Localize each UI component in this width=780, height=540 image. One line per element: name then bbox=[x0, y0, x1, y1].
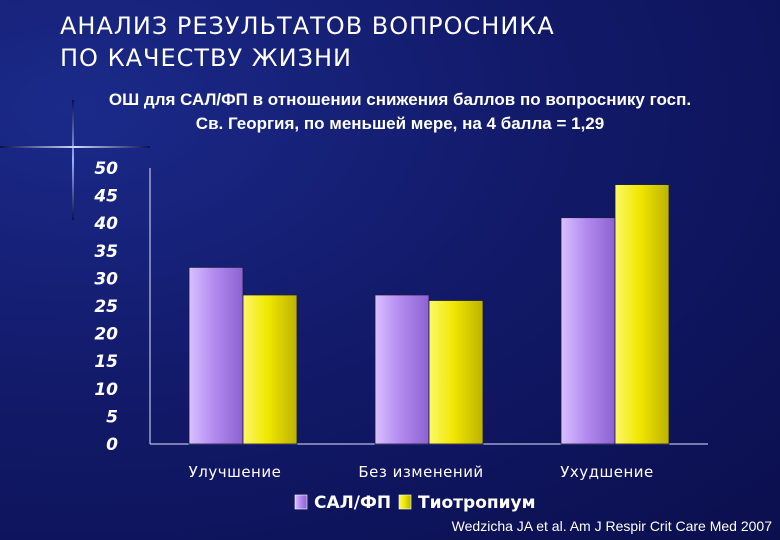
bar-series1-cat1 bbox=[188, 266, 244, 445]
legend-label-series1: САЛ/ФП bbox=[314, 493, 391, 513]
chart-bars bbox=[188, 184, 670, 445]
y-tick-label: 20 bbox=[94, 325, 118, 345]
y-tick-label: 50 bbox=[94, 159, 118, 179]
x-category-label: Ухудшение bbox=[560, 463, 654, 481]
x-category-label: Без изменений bbox=[358, 463, 483, 481]
x-category-label: Улучшение bbox=[189, 463, 282, 481]
title-line-1: АНАЛИЗ РЕЗУЛЬТАТОВ ВОПРОСНИКА bbox=[60, 12, 555, 40]
legend-swatch-series1 bbox=[294, 494, 308, 510]
legend-label-series2: Тиотропиум bbox=[418, 493, 536, 513]
source-citation: Wedzicha JA et al. Am J Respir Crit Care… bbox=[451, 518, 772, 534]
y-tick-label: 5 bbox=[106, 407, 118, 427]
subtitle-line-1: ОШ для САЛ/ФП в отношении снижения балло… bbox=[108, 90, 692, 109]
title-line-2: ПО КАЧЕСТВУ ЖИЗНИ bbox=[60, 44, 352, 72]
chart-subtitle: ОШ для САЛ/ФП в отношении снижения балло… bbox=[30, 88, 770, 136]
bar-series2-cat3 bbox=[614, 184, 670, 445]
lens-flare-vertical bbox=[72, 100, 74, 220]
y-tick-label: 0 bbox=[106, 435, 118, 455]
y-tick-label: 15 bbox=[94, 352, 118, 372]
y-tick-label: 30 bbox=[94, 269, 118, 289]
bar-series1-cat3 bbox=[560, 217, 616, 445]
y-tick-label: 35 bbox=[94, 242, 118, 262]
subtitle-line-2: Св. Георгия, по меньшей мере, на 4 балла… bbox=[195, 114, 605, 133]
bar-series2-cat1 bbox=[242, 294, 298, 445]
y-tick-label: 25 bbox=[94, 297, 118, 317]
y-tick-label: 40 bbox=[93, 214, 118, 234]
y-tick-label: 10 bbox=[94, 380, 118, 400]
lens-flare-horizontal bbox=[0, 146, 150, 148]
legend-swatch-series2 bbox=[398, 494, 412, 510]
y-tick-label: 45 bbox=[93, 187, 118, 207]
bar-series2-cat2 bbox=[428, 300, 484, 445]
page-title: АНАЛИЗ РЕЗУЛЬТАТОВ ВОПРОСНИКА ПО КАЧЕСТВ… bbox=[60, 10, 555, 74]
chart-legend: САЛ/ФП Тиотропиум bbox=[294, 493, 536, 513]
bar-series1-cat2 bbox=[374, 294, 430, 445]
